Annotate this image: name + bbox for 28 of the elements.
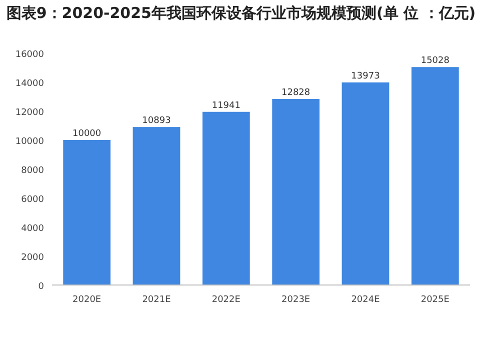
x-tick-label: 2024E bbox=[351, 295, 380, 305]
data-label: 11941 bbox=[212, 100, 240, 111]
chart-title: 图表9：2020-2025年我国环保设备行业市场规模预测(单 位 ：亿元) bbox=[6, 4, 476, 23]
data-label: 12828 bbox=[282, 88, 310, 98]
data-label: 10000 bbox=[72, 129, 102, 139]
y-tick-label: 10000 bbox=[15, 137, 44, 147]
bar bbox=[272, 98, 320, 285]
y-tick-label: 14000 bbox=[15, 79, 44, 89]
y-tick-label: 12000 bbox=[15, 108, 44, 118]
y-tick-label: 2000 bbox=[21, 253, 44, 263]
bar bbox=[202, 112, 250, 285]
x-tick-label: 2021E bbox=[142, 295, 172, 305]
x-tick-label: 2020E bbox=[72, 295, 102, 305]
bar bbox=[132, 127, 180, 285]
y-tick-label: 0 bbox=[38, 282, 44, 292]
data-label: 13973 bbox=[351, 71, 380, 82]
x-tick-label: 2022E bbox=[212, 295, 241, 305]
y-tick-label: 16000 bbox=[15, 50, 44, 60]
bar bbox=[342, 82, 390, 285]
data-label: 15028 bbox=[420, 56, 450, 66]
data-label: 10893 bbox=[142, 116, 171, 126]
y-tick-label: 8000 bbox=[21, 166, 44, 176]
x-tick-label: 2025E bbox=[420, 295, 450, 305]
y-tick-label: 4000 bbox=[21, 224, 44, 234]
bar bbox=[63, 140, 111, 285]
bar bbox=[411, 67, 459, 285]
x-tick-label: 2023E bbox=[282, 295, 310, 305]
y-tick-label: 6000 bbox=[21, 195, 44, 205]
